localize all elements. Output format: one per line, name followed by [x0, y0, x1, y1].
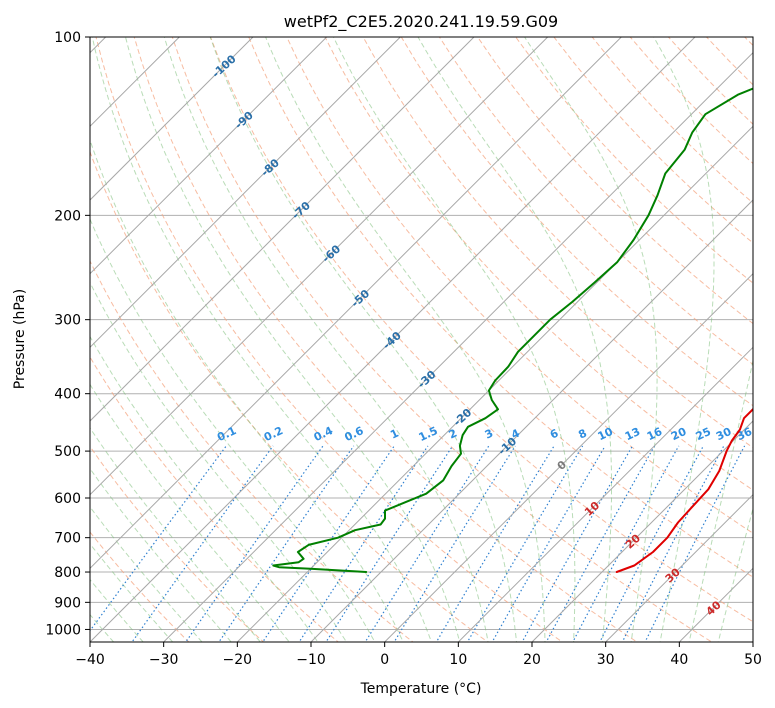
isotherm-line — [531, 420, 753, 642]
moist-adiabat — [688, 358, 753, 642]
moist-adiabat — [90, 578, 144, 642]
mixing-ratio-line — [218, 445, 355, 642]
isotherm-line — [384, 272, 753, 642]
isotherm-line — [90, 37, 254, 201]
moist-adiabat — [90, 542, 174, 642]
dry-adiabat — [515, 37, 753, 284]
moist-adiabat — [90, 281, 347, 642]
mixing-ratio-line — [644, 445, 746, 642]
dry-adiabat — [209, 37, 753, 623]
y-tick-label: 700 — [54, 531, 81, 547]
mixing-ratio-line — [435, 445, 555, 642]
dry-adiabat — [477, 37, 753, 325]
y-tick-label: 300 — [54, 313, 81, 329]
mixing-ratio-line — [491, 445, 606, 642]
dry-adiabats — [90, 37, 753, 642]
x-tick-label: 50 — [744, 652, 762, 668]
grid-layer — [90, 37, 753, 630]
isotherm-line — [310, 199, 753, 642]
x-tick-label: −10 — [296, 652, 326, 668]
y-tick-label: 100 — [54, 30, 81, 46]
mixing-ratio-line — [262, 445, 395, 642]
isotherm-line — [605, 493, 753, 642]
mixing-ratio-line — [521, 445, 634, 642]
mixing-ratio-line — [572, 445, 680, 642]
y-tick-label: 500 — [54, 444, 81, 460]
x-tick-label: −30 — [149, 652, 179, 668]
moist-adiabat — [124, 37, 461, 642]
moist-adiabat — [90, 427, 261, 642]
isotherm-line — [90, 37, 328, 275]
dry-adiabat — [90, 445, 265, 642]
y-tick-label: 200 — [54, 208, 81, 224]
mixing-ratio-line — [393, 445, 516, 642]
mixing-ratio-label: 20 — [669, 425, 689, 443]
x-axis-title: Temperature (°C) — [360, 681, 482, 697]
moist-adiabats — [90, 37, 753, 642]
moist-adiabat — [332, 37, 576, 642]
x-tick-label: −40 — [75, 652, 105, 668]
dewpoint-profile-line — [272, 87, 753, 573]
profile-series — [272, 87, 753, 573]
isotherm-line — [90, 37, 696, 642]
x-tick-label: 10 — [449, 652, 467, 668]
isotherm-line — [90, 37, 622, 570]
mixing-ratio-line — [599, 445, 704, 642]
y-tick-label: 1000 — [45, 622, 81, 638]
y-axis: 100 200 300 400 500 600 700 800 900 1000 — [45, 30, 90, 638]
x-tick-label: 0 — [380, 652, 389, 668]
moist-adiabat — [209, 37, 518, 642]
moist-adiabat — [90, 467, 232, 642]
x-axis: −40 −30 −20 −10 0 10 20 30 40 50 — [75, 642, 762, 668]
mixing-ratio-label: 16 — [645, 425, 665, 443]
dry-adiabat — [400, 37, 753, 407]
dry-adiabat — [248, 37, 753, 578]
dry-adiabat — [95, 37, 564, 642]
skewed-isotherms — [90, 37, 753, 642]
isotherm-line — [90, 37, 401, 349]
moist-adiabat — [417, 37, 612, 642]
moist-adiabat — [163, 37, 489, 642]
dry-adiabat — [133, 37, 638, 642]
mixing-ratio-line — [364, 445, 490, 642]
mixing-ratio-label: 25 — [694, 425, 713, 443]
moist-adiabat — [91, 37, 433, 642]
y-tick-label: 900 — [54, 595, 81, 611]
mixing-ratio-line — [466, 445, 584, 642]
dry-adiabat — [171, 37, 713, 642]
x-tick-label: 40 — [670, 652, 688, 668]
temperature-profile-line — [615, 407, 753, 573]
isotherm-line — [90, 37, 549, 496]
mixing-ratio-label: 13 — [623, 425, 642, 443]
y-tick-label: 400 — [54, 387, 81, 403]
plot-frame — [89, 36, 754, 643]
mixing-ratio-line — [545, 445, 656, 642]
y-tick-label: 600 — [54, 491, 81, 507]
dry-adiabat — [362, 37, 753, 449]
dry-adiabat — [90, 259, 414, 642]
chart-title: wetPf2_C2E5.2020.241.19.59.G09 — [284, 12, 558, 32]
y-tick-label: 800 — [54, 565, 81, 581]
moist-adiabat — [524, 37, 658, 642]
dry-adiabat — [90, 531, 190, 642]
moist-adiabat — [653, 37, 715, 642]
isotherm-line — [457, 346, 753, 642]
isotherm-line — [90, 37, 475, 422]
mixing-ratio-label: 30 — [714, 425, 734, 443]
moist-adiabat — [90, 335, 319, 642]
moist-adiabat — [90, 383, 290, 642]
x-tick-label: 30 — [597, 652, 615, 668]
y-axis-title: Pressure (hPa) — [12, 289, 28, 389]
isotherm-line — [236, 125, 753, 642]
moist-adiabat — [265, 37, 546, 642]
moist-adiabat — [90, 506, 203, 642]
isotherm-line — [163, 51, 753, 642]
mixing-ratio-label: 10 — [596, 425, 616, 443]
x-tick-label: −20 — [223, 652, 253, 668]
moist-adiabat — [90, 138, 404, 642]
x-tick-label: 20 — [523, 652, 541, 668]
plot-area: -100-90-80-70-60-50-40-30-20-10010203040… — [90, 37, 753, 642]
